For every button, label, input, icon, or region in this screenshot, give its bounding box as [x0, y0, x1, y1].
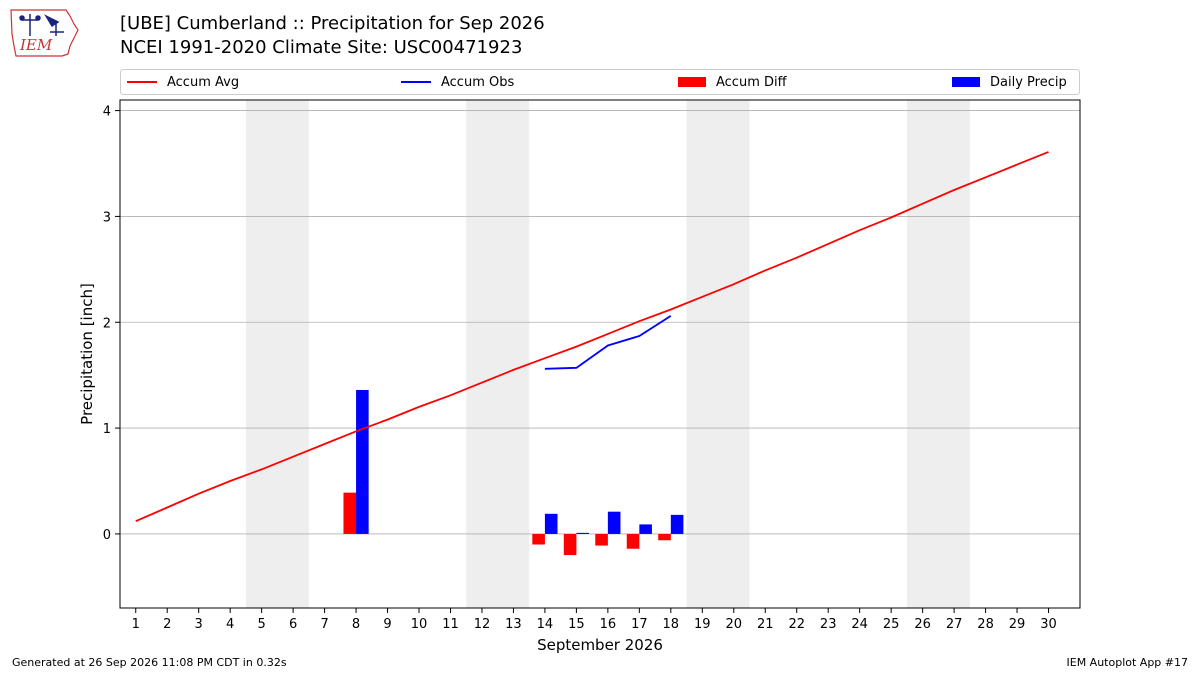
accum-avg-line	[135, 151, 1049, 523]
weekend-band	[466, 100, 530, 608]
daily-precip-bar	[607, 511, 621, 534]
x-tick-label: 16	[600, 617, 617, 632]
logo-text: IEM	[19, 36, 53, 54]
chart-subtitle: NCEI 1991-2020 Climate Site: USC00471923	[120, 37, 523, 58]
accum-diff-bar	[343, 492, 357, 534]
x-tick-label: 7	[320, 617, 328, 632]
y-tick-label: 0	[103, 528, 111, 543]
x-tick-label: 9	[383, 617, 391, 632]
weekend-band	[245, 100, 309, 608]
x-tick-label: 15	[568, 617, 585, 632]
y-tick-label: 3	[103, 210, 111, 225]
x-tick-label: 2	[163, 617, 171, 632]
x-tick-label: 10	[411, 617, 428, 632]
app-label: IEM Autoplot App #17	[1066, 656, 1189, 669]
y-tick-label: 1	[103, 422, 111, 437]
weekend-band	[906, 100, 970, 608]
legend-item-accum-diff: Accum Diff	[678, 70, 787, 94]
x-tick-label: 28	[977, 617, 994, 632]
generated-timestamp: Generated at 26 Sep 2026 11:08 PM CDT in…	[12, 656, 287, 669]
x-tick-label: 24	[851, 617, 868, 632]
x-tick-label: 27	[946, 617, 963, 632]
x-tick-label: 6	[289, 617, 297, 632]
x-tick-label: 25	[883, 617, 900, 632]
plot-frame	[119, 99, 1081, 609]
x-tick-label: 11	[442, 617, 459, 632]
accum-diff-bar	[595, 533, 608, 546]
legend-item-daily-precip: Daily Precip	[952, 70, 1067, 94]
y-axis-label: Precipitation [inch]	[78, 283, 96, 425]
legend-label-accum-diff: Accum Diff	[716, 74, 787, 90]
x-tick-label: 13	[505, 617, 522, 632]
x-tick-label: 3	[195, 617, 203, 632]
x-tick-label: 5	[257, 617, 265, 632]
x-tick-label: 29	[1009, 617, 1026, 632]
daily-precip-bar	[670, 514, 684, 534]
x-tick-label: 23	[820, 617, 837, 632]
legend-label-daily-precip: Daily Precip	[990, 74, 1067, 90]
legend-swatch-accum-diff	[678, 77, 706, 87]
accum-diff-bar	[532, 533, 545, 545]
legend-swatch-daily-precip	[952, 77, 980, 87]
x-tick-label: 22	[788, 617, 805, 632]
x-axis-label: September 2026	[537, 636, 663, 654]
x-tick-label: 4	[226, 617, 234, 632]
weather-station-icon	[19, 14, 64, 36]
x-tick-label: 17	[631, 617, 648, 632]
iem-logo: IEM	[10, 9, 79, 57]
daily-precip-bar	[544, 513, 558, 534]
x-tick-label: 20	[725, 617, 742, 632]
accum-obs-line	[544, 315, 672, 370]
x-tick-label: 14	[537, 617, 554, 632]
legend-label-accum-avg: Accum Avg	[167, 74, 240, 90]
x-tick-label: 1	[132, 617, 140, 632]
y-tick-label: 2	[103, 316, 111, 331]
daily-precip-bar	[639, 524, 652, 534]
daily-precip-bar	[356, 389, 369, 534]
legend-swatch-accum-avg	[127, 81, 157, 83]
x-tick-label: 12	[474, 617, 491, 632]
accum-diff-bar	[658, 533, 671, 541]
legend-label-accum-obs: Accum Obs	[441, 74, 515, 90]
daily-precip-bar	[576, 532, 589, 534]
weekend-band	[686, 100, 750, 608]
x-tick-label: 18	[663, 617, 680, 632]
legend-item-accum-avg: Accum Avg	[127, 70, 239, 94]
x-tick-label: 19	[694, 617, 711, 632]
accum-diff-bar	[626, 533, 640, 549]
legend-item-accum-obs: Accum Obs	[401, 70, 514, 94]
x-tick-label: 30	[1040, 617, 1057, 632]
iowa-outline-icon	[10, 9, 79, 57]
chart-title: [UBE] Cumberland :: Precipitation for Se…	[120, 13, 545, 34]
x-tick-label: 8	[352, 617, 360, 632]
legend: Accum Avg Accum Obs Accum Diff Daily Pre…	[120, 69, 1080, 95]
x-tick-label: 21	[757, 617, 774, 632]
x-tick-label: 26	[914, 617, 931, 632]
legend-swatch-accum-obs	[401, 81, 431, 83]
accum-diff-bar	[563, 533, 577, 556]
y-tick-label: 4	[103, 105, 111, 120]
